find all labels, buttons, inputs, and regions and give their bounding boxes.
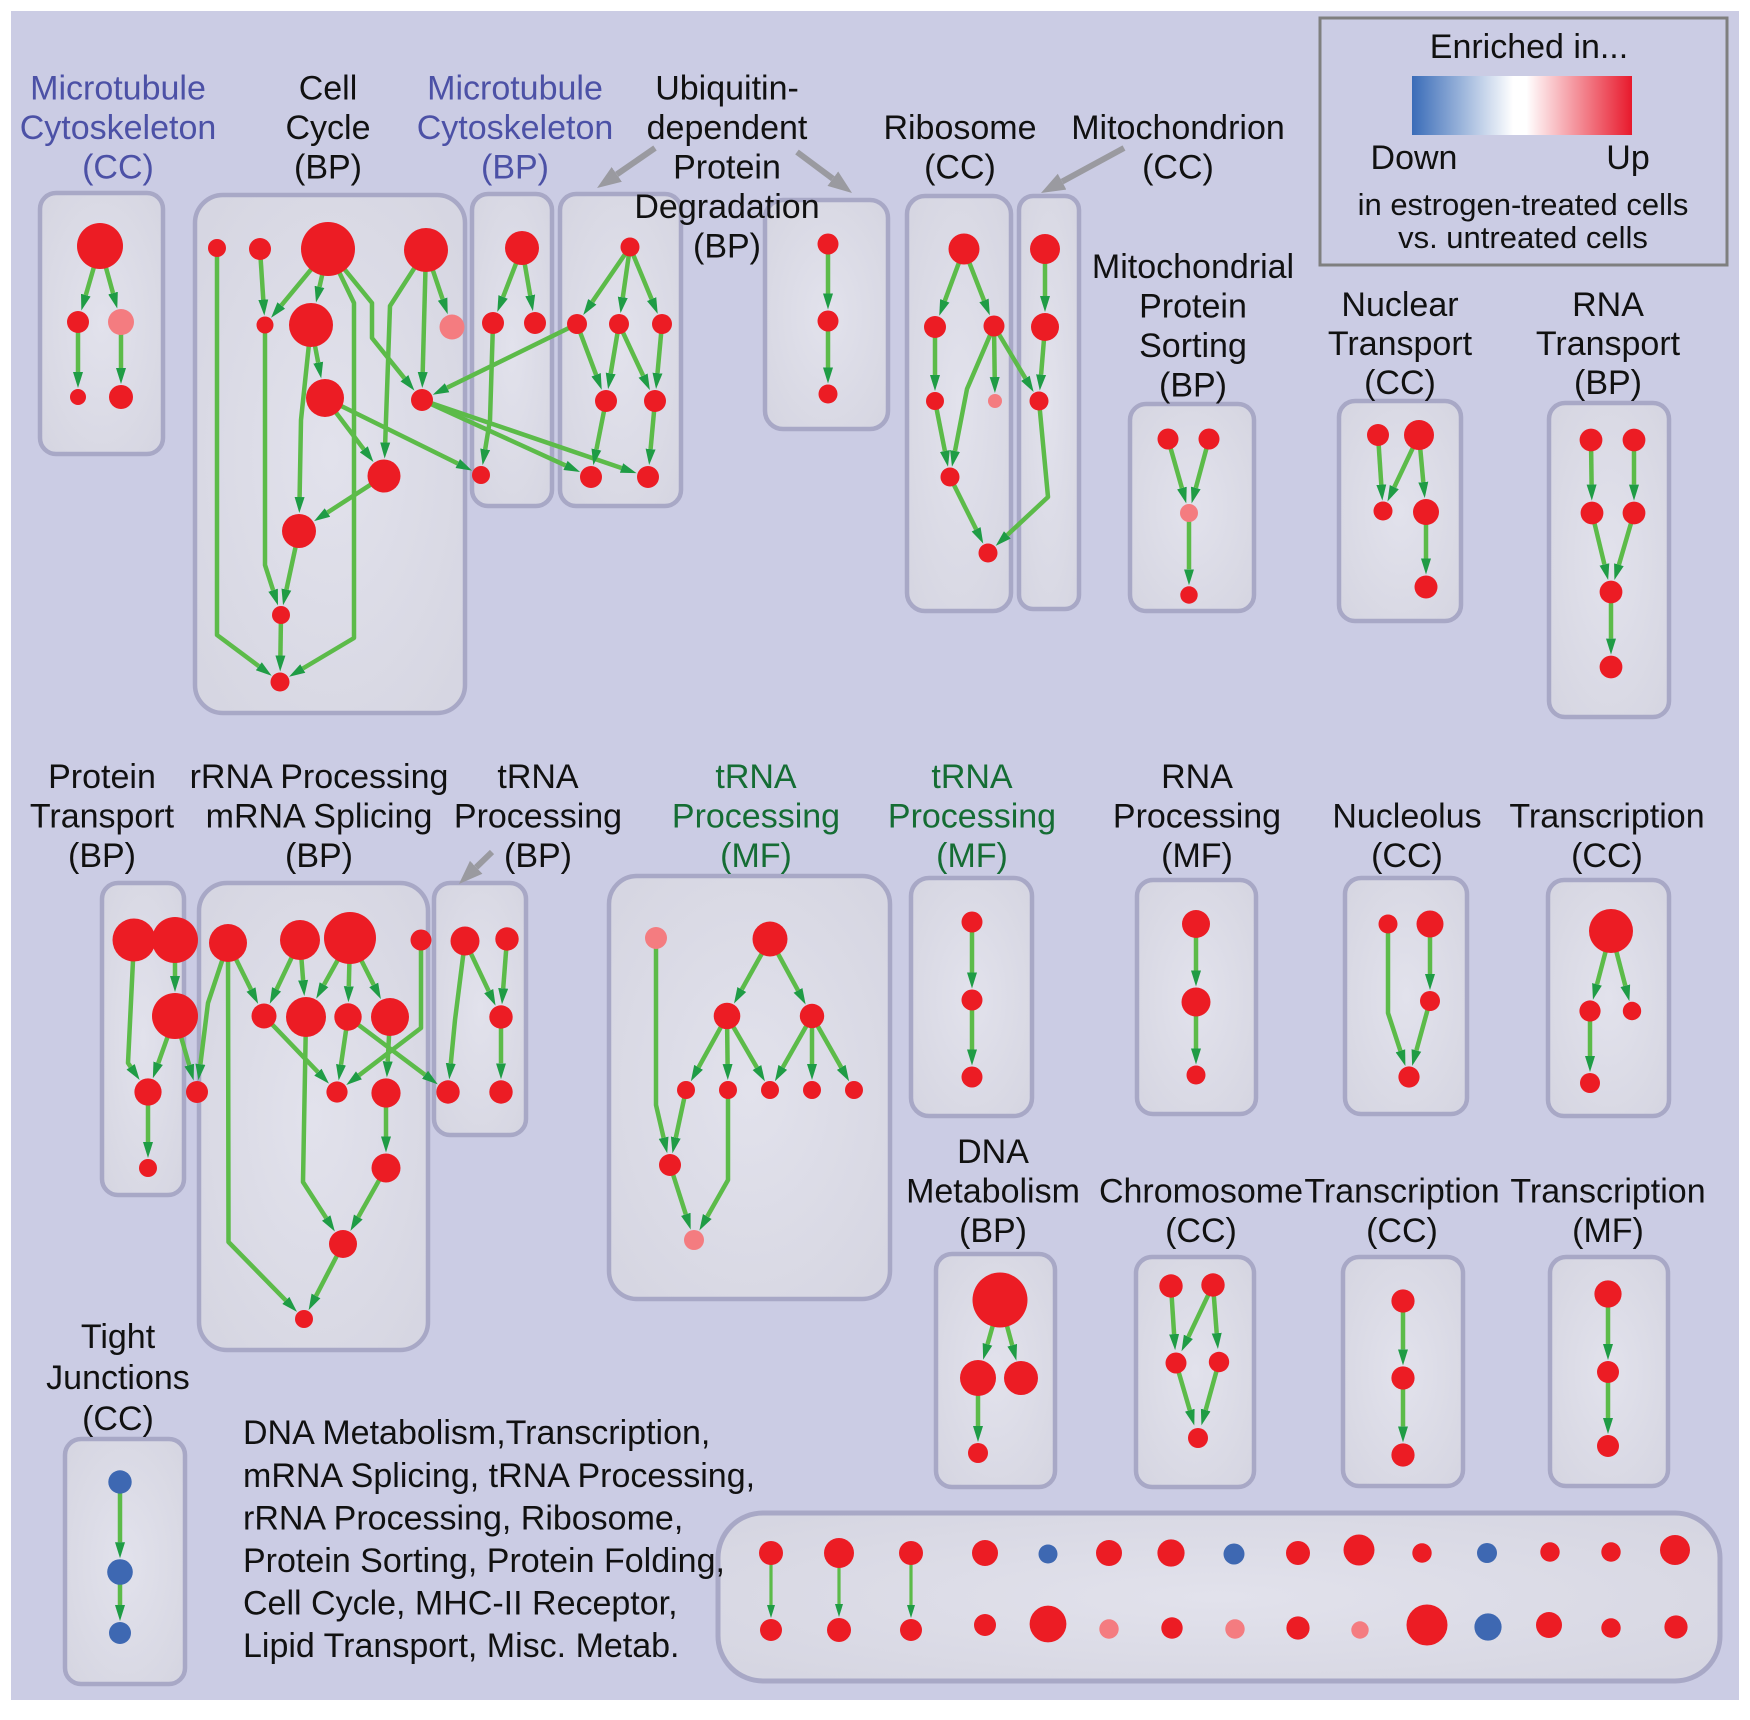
svg-text:(MF): (MF) xyxy=(936,837,1008,875)
svg-text:(CC): (CC) xyxy=(1142,149,1214,187)
svg-text:(BP): (BP) xyxy=(1574,364,1642,402)
svg-text:(MF): (MF) xyxy=(720,837,792,875)
svg-text:Nuclear: Nuclear xyxy=(1341,286,1458,324)
svg-text:Processing: Processing xyxy=(888,798,1056,836)
svg-text:Sorting: Sorting xyxy=(1139,327,1247,365)
svg-text:(BP): (BP) xyxy=(1159,367,1227,405)
svg-text:Junctions: Junctions xyxy=(46,1359,190,1397)
svg-text:Protein: Protein xyxy=(1139,288,1247,326)
svg-text:(BP): (BP) xyxy=(959,1212,1027,1250)
svg-text:vs. untreated cells: vs. untreated cells xyxy=(1398,220,1648,255)
svg-text:Transport: Transport xyxy=(1536,325,1681,363)
svg-text:Transport: Transport xyxy=(30,798,175,836)
svg-text:Enriched in...: Enriched in... xyxy=(1430,28,1628,66)
svg-text:Chromosome: Chromosome xyxy=(1099,1173,1303,1211)
svg-text:Cell: Cell xyxy=(299,70,358,108)
svg-text:Metabolism: Metabolism xyxy=(906,1173,1080,1211)
svg-text:(CC): (CC) xyxy=(82,149,154,187)
svg-text:Lipid Transport, Misc. Metab.: Lipid Transport, Misc. Metab. xyxy=(243,1627,680,1665)
svg-text:RNA: RNA xyxy=(1572,286,1644,324)
svg-text:Mitochondrial: Mitochondrial xyxy=(1092,248,1294,286)
svg-text:Microtubule: Microtubule xyxy=(427,70,603,108)
svg-text:Cytoskeleton: Cytoskeleton xyxy=(417,109,614,147)
svg-text:Cytoskeleton: Cytoskeleton xyxy=(20,109,217,147)
svg-text:Up: Up xyxy=(1606,139,1649,177)
svg-text:RNA: RNA xyxy=(1161,758,1233,796)
svg-text:Mitochondrion: Mitochondrion xyxy=(1071,109,1285,147)
svg-text:Degradation: Degradation xyxy=(634,188,819,226)
svg-text:(BP): (BP) xyxy=(68,837,136,875)
svg-text:Cell Cycle, MHC-II Receptor,: Cell Cycle, MHC-II Receptor, xyxy=(243,1585,678,1623)
svg-text:tRNA: tRNA xyxy=(931,758,1013,796)
svg-text:Transcription: Transcription xyxy=(1304,1173,1499,1211)
svg-text:Protein: Protein xyxy=(673,149,781,187)
svg-text:(CC): (CC) xyxy=(1571,837,1643,875)
svg-text:Protein Sorting, Protein Foldi: Protein Sorting, Protein Folding, xyxy=(243,1542,725,1580)
svg-text:mRNA Splicing: mRNA Splicing xyxy=(206,798,433,836)
svg-text:rRNA Processing, Ribosome,: rRNA Processing, Ribosome, xyxy=(243,1500,683,1538)
svg-text:(CC): (CC) xyxy=(82,1400,154,1438)
svg-text:(MF): (MF) xyxy=(1572,1212,1644,1250)
svg-text:(CC): (CC) xyxy=(1371,837,1443,875)
svg-text:(CC): (CC) xyxy=(1165,1212,1237,1250)
svg-text:Cycle: Cycle xyxy=(285,109,370,147)
svg-text:Processing: Processing xyxy=(672,798,840,836)
svg-text:DNA: DNA xyxy=(957,1133,1029,1171)
svg-text:tRNA: tRNA xyxy=(497,758,579,796)
svg-text:Transcription: Transcription xyxy=(1510,1173,1705,1211)
svg-text:mRNA Splicing, tRNA Processing: mRNA Splicing, tRNA Processing, xyxy=(243,1457,755,1495)
svg-text:Microtubule: Microtubule xyxy=(30,70,206,108)
svg-text:rRNA Processing: rRNA Processing xyxy=(190,758,449,796)
svg-text:Processing: Processing xyxy=(454,798,622,836)
svg-text:in estrogen-treated cells: in estrogen-treated cells xyxy=(1358,187,1689,222)
svg-text:(MF): (MF) xyxy=(1161,837,1233,875)
svg-text:Ubiquitin-: Ubiquitin- xyxy=(655,70,799,108)
svg-text:(CC): (CC) xyxy=(924,149,996,187)
svg-text:(BP): (BP) xyxy=(481,149,549,187)
svg-text:dependent: dependent xyxy=(647,109,808,147)
svg-text:(BP): (BP) xyxy=(693,228,761,266)
svg-text:Processing: Processing xyxy=(1113,798,1281,836)
svg-text:Ribosome: Ribosome xyxy=(883,109,1036,147)
svg-text:Transport: Transport xyxy=(1328,325,1473,363)
svg-text:Transcription: Transcription xyxy=(1509,798,1704,836)
svg-text:Tight: Tight xyxy=(81,1318,156,1356)
svg-text:Down: Down xyxy=(1371,139,1458,177)
svg-text:(BP): (BP) xyxy=(285,837,353,875)
svg-text:(BP): (BP) xyxy=(504,837,572,875)
svg-text:(CC): (CC) xyxy=(1366,1212,1438,1250)
svg-text:tRNA: tRNA xyxy=(715,758,797,796)
svg-text:Protein: Protein xyxy=(48,758,156,796)
svg-text:(CC): (CC) xyxy=(1364,364,1436,402)
svg-text:DNA Metabolism,Transcription,: DNA Metabolism,Transcription, xyxy=(243,1414,710,1452)
svg-text:(BP): (BP) xyxy=(294,149,362,187)
svg-text:Nucleolus: Nucleolus xyxy=(1332,798,1481,836)
